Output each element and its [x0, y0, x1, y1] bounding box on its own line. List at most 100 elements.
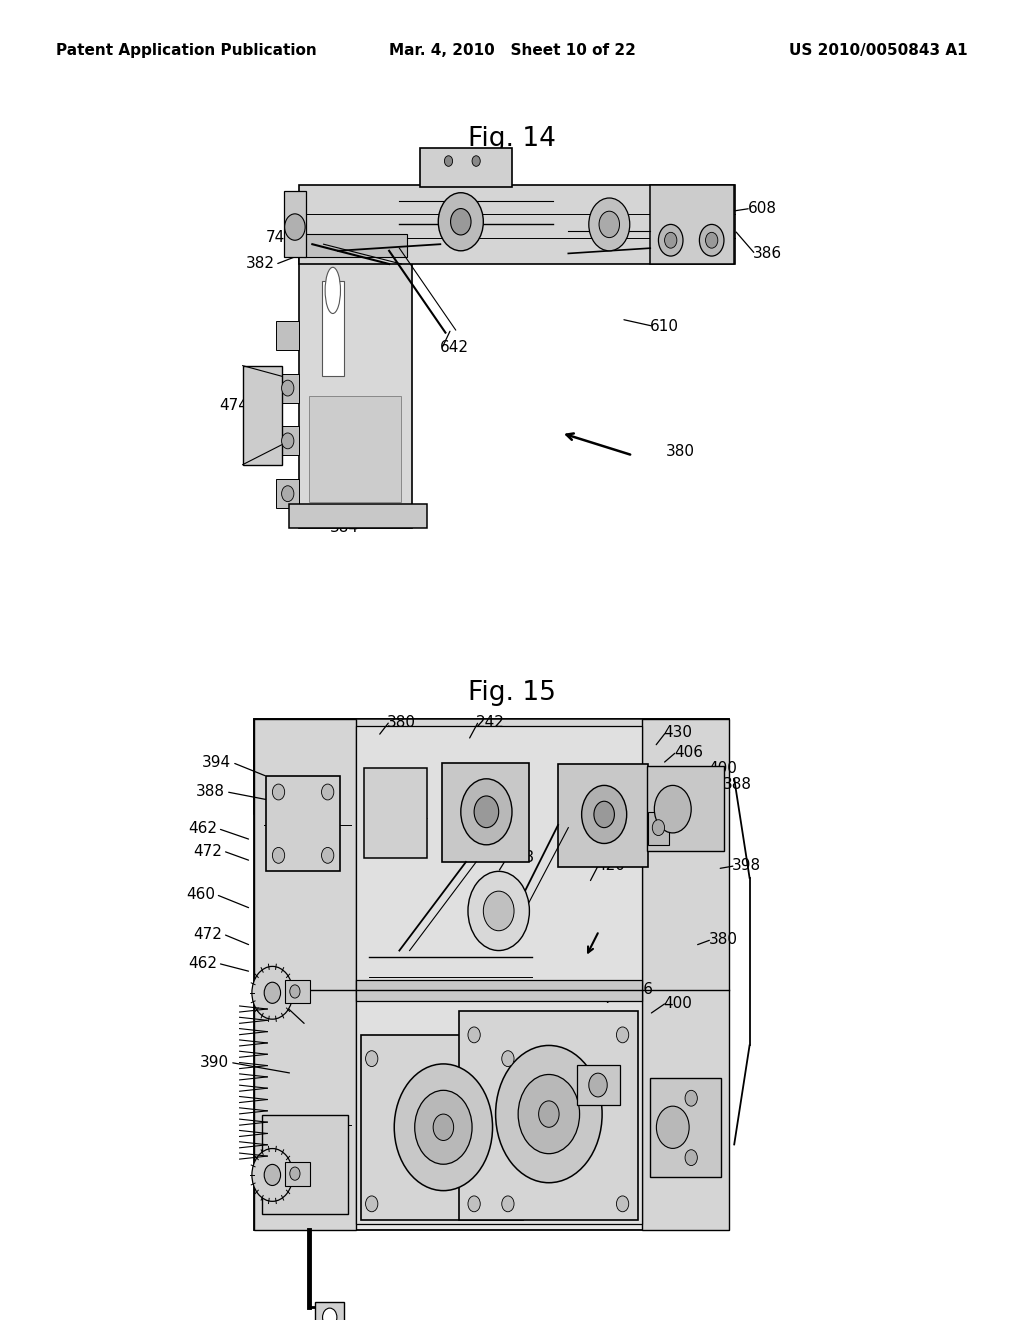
- Text: 384: 384: [330, 520, 358, 536]
- Bar: [284, 191, 306, 257]
- Bar: [356, 726, 642, 1224]
- Circle shape: [685, 1090, 697, 1106]
- Text: 398: 398: [732, 858, 761, 874]
- Text: 388: 388: [197, 784, 225, 800]
- Bar: [276, 479, 299, 508]
- Text: 380: 380: [387, 714, 416, 730]
- Circle shape: [539, 1101, 559, 1127]
- Text: 462: 462: [188, 956, 217, 972]
- Bar: [420, 148, 512, 187]
- Bar: [322, 281, 344, 376]
- Bar: [309, 396, 401, 502]
- Bar: [356, 979, 642, 1001]
- Text: 394: 394: [203, 755, 231, 771]
- Circle shape: [461, 779, 512, 845]
- Text: 406: 406: [674, 744, 702, 760]
- Bar: [285, 1162, 310, 1185]
- Circle shape: [285, 214, 305, 240]
- Bar: [262, 1115, 348, 1214]
- Circle shape: [272, 847, 285, 863]
- Bar: [243, 366, 282, 465]
- Circle shape: [699, 224, 724, 256]
- Text: 382: 382: [246, 256, 274, 272]
- Bar: [364, 768, 427, 858]
- Circle shape: [394, 1064, 493, 1191]
- Text: US 2010/0050843 A1: US 2010/0050843 A1: [790, 42, 968, 58]
- Bar: [459, 1011, 638, 1220]
- Circle shape: [290, 985, 300, 998]
- Text: 242: 242: [476, 714, 505, 730]
- Text: 380: 380: [666, 444, 694, 459]
- Text: 406: 406: [625, 982, 653, 998]
- Text: 438: 438: [505, 850, 534, 866]
- Circle shape: [366, 1196, 378, 1212]
- Circle shape: [264, 1164, 281, 1185]
- Bar: [299, 244, 412, 528]
- Circle shape: [468, 1196, 480, 1212]
- Circle shape: [438, 193, 483, 251]
- Text: 400: 400: [664, 995, 692, 1011]
- Bar: [299, 185, 735, 264]
- Circle shape: [282, 486, 294, 502]
- Text: 460: 460: [186, 887, 215, 903]
- Text: 386: 386: [753, 246, 781, 261]
- Circle shape: [496, 1045, 602, 1183]
- Circle shape: [502, 1051, 514, 1067]
- Circle shape: [474, 796, 499, 828]
- Text: 472: 472: [194, 843, 222, 859]
- Text: 388: 388: [723, 776, 752, 792]
- Ellipse shape: [325, 267, 340, 313]
- Bar: [254, 719, 729, 814]
- Circle shape: [444, 156, 453, 166]
- Text: 400: 400: [709, 760, 737, 776]
- Circle shape: [654, 785, 691, 833]
- Text: Patent Application Publication: Patent Application Publication: [56, 42, 317, 58]
- Circle shape: [483, 891, 514, 931]
- Circle shape: [665, 232, 677, 248]
- Circle shape: [290, 1167, 300, 1180]
- Text: 388: 388: [256, 999, 285, 1015]
- Text: 380: 380: [709, 932, 737, 948]
- Circle shape: [502, 1196, 514, 1212]
- Circle shape: [616, 1196, 629, 1212]
- Bar: [285, 979, 310, 1003]
- Circle shape: [472, 156, 480, 166]
- Bar: [254, 719, 356, 1230]
- Bar: [304, 234, 407, 257]
- Circle shape: [322, 784, 334, 800]
- Bar: [650, 185, 734, 264]
- Text: 472: 472: [194, 927, 222, 942]
- Bar: [254, 719, 729, 1230]
- Circle shape: [322, 847, 334, 863]
- Bar: [648, 812, 669, 845]
- Circle shape: [433, 1114, 454, 1140]
- Circle shape: [706, 232, 718, 248]
- Circle shape: [282, 380, 294, 396]
- Circle shape: [366, 1051, 378, 1067]
- Bar: [276, 374, 299, 403]
- Bar: [642, 719, 729, 1230]
- Circle shape: [451, 209, 471, 235]
- Circle shape: [323, 1308, 337, 1320]
- Circle shape: [589, 198, 630, 251]
- Circle shape: [264, 982, 281, 1003]
- Circle shape: [582, 785, 627, 843]
- Text: 430: 430: [664, 725, 692, 741]
- Text: 608: 608: [748, 201, 776, 216]
- Text: Fig. 14: Fig. 14: [468, 125, 556, 152]
- Circle shape: [652, 820, 665, 836]
- Text: 536: 536: [438, 1057, 467, 1073]
- Bar: [650, 1078, 721, 1177]
- Circle shape: [272, 784, 285, 800]
- Bar: [558, 764, 648, 867]
- Circle shape: [252, 966, 293, 1019]
- Text: 640: 640: [449, 166, 477, 182]
- Text: 462: 462: [188, 821, 217, 837]
- Circle shape: [616, 1027, 629, 1043]
- Circle shape: [282, 433, 294, 449]
- Circle shape: [415, 1090, 472, 1164]
- Bar: [361, 1035, 523, 1220]
- Text: 474: 474: [219, 397, 248, 413]
- Bar: [289, 504, 427, 528]
- Bar: [266, 776, 340, 871]
